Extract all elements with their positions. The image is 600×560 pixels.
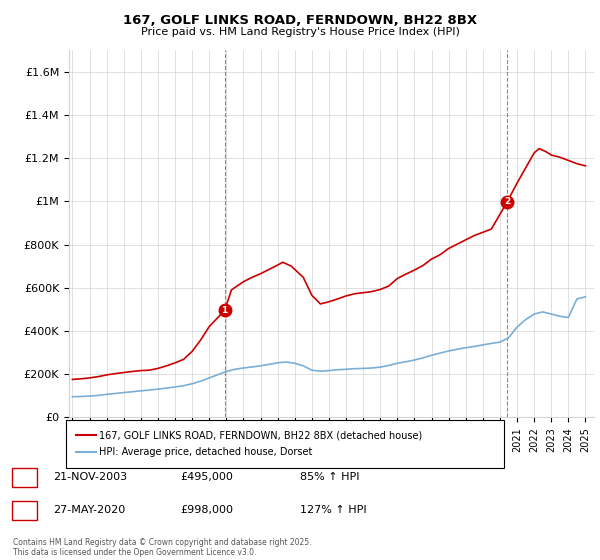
Text: 167, GOLF LINKS ROAD, FERNDOWN, BH22 8BX (detached house): 167, GOLF LINKS ROAD, FERNDOWN, BH22 8BX… <box>99 430 422 440</box>
Text: 85% ↑ HPI: 85% ↑ HPI <box>300 472 359 482</box>
Text: 2: 2 <box>21 505 28 515</box>
Text: 1: 1 <box>21 472 28 482</box>
Text: £495,000: £495,000 <box>180 472 233 482</box>
Text: 27-MAY-2020: 27-MAY-2020 <box>53 505 125 515</box>
Text: 127% ↑ HPI: 127% ↑ HPI <box>300 505 367 515</box>
Text: Price paid vs. HM Land Registry's House Price Index (HPI): Price paid vs. HM Land Registry's House … <box>140 27 460 37</box>
Text: 21-NOV-2003: 21-NOV-2003 <box>53 472 127 482</box>
Text: 2: 2 <box>504 197 510 207</box>
Text: £998,000: £998,000 <box>180 505 233 515</box>
Text: Contains HM Land Registry data © Crown copyright and database right 2025.
This d: Contains HM Land Registry data © Crown c… <box>13 538 312 557</box>
Text: 1: 1 <box>221 306 228 315</box>
Text: HPI: Average price, detached house, Dorset: HPI: Average price, detached house, Dors… <box>99 447 313 457</box>
Text: 167, GOLF LINKS ROAD, FERNDOWN, BH22 8BX: 167, GOLF LINKS ROAD, FERNDOWN, BH22 8BX <box>123 14 477 27</box>
